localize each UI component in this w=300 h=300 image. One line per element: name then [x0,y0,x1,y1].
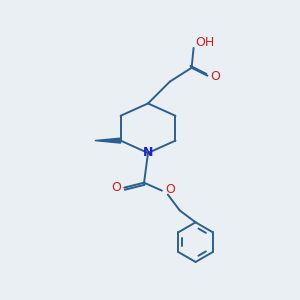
Text: O: O [165,183,175,196]
Text: O: O [211,70,220,83]
Text: OH: OH [195,35,214,49]
Text: N: N [143,146,153,160]
Text: O: O [111,181,121,194]
Polygon shape [95,138,121,143]
